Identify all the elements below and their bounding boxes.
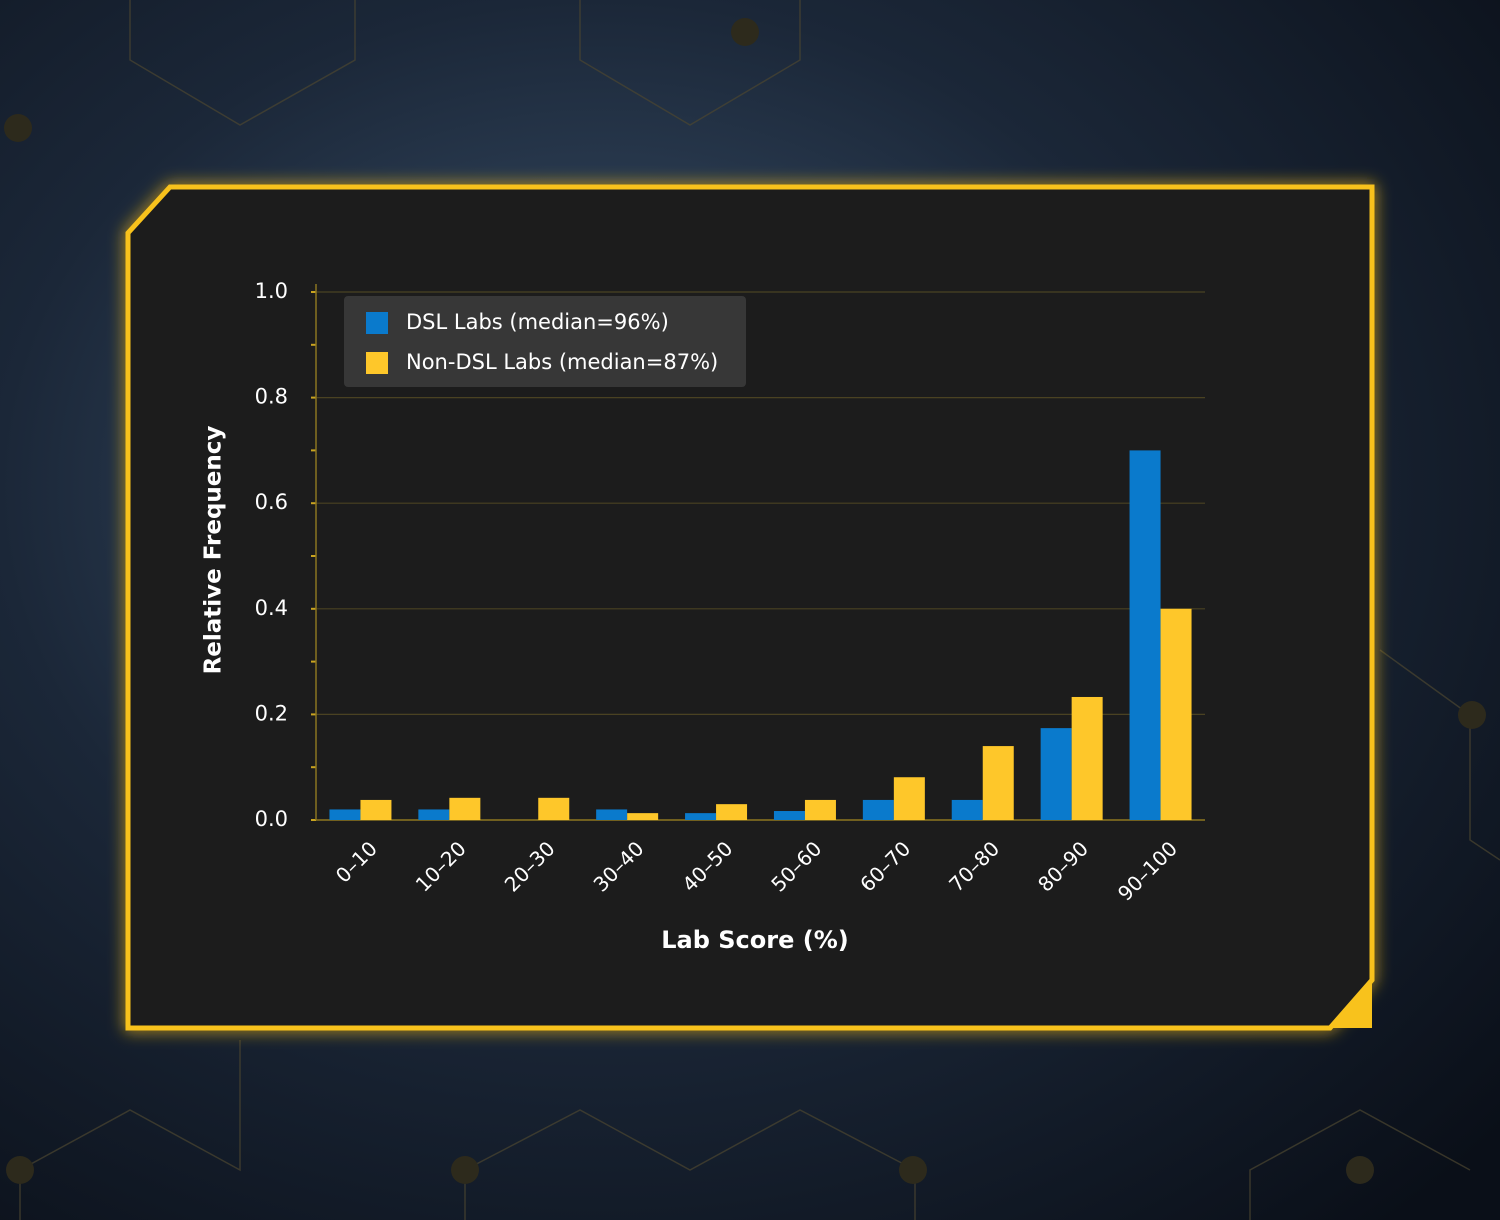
bar (1129, 450, 1161, 820)
legend-label: DSL Labs (median=96%) (406, 310, 669, 334)
frame-corner (1330, 980, 1372, 1028)
hex-nodes (4, 18, 1486, 1184)
bar (449, 797, 481, 820)
y-tick-label: 0.0 (255, 807, 288, 831)
y-tick-label: 0.8 (255, 385, 288, 409)
bar (360, 799, 392, 820)
bar (773, 811, 805, 820)
y-tick-label: 0.4 (255, 596, 288, 620)
bar (1040, 728, 1072, 820)
bar (1071, 696, 1103, 820)
legend-label: Non-DSL Labs (median=87%) (406, 350, 718, 374)
y-tick-label: 1.0 (255, 279, 288, 303)
bar (596, 809, 628, 820)
bar (893, 777, 925, 820)
bar (862, 799, 894, 820)
y-tick-label: 0.2 (255, 701, 288, 725)
bar (951, 799, 983, 820)
legend-swatch (366, 352, 388, 374)
bar (1160, 608, 1192, 820)
y-tick-label: 0.6 (255, 490, 288, 514)
legend-box (344, 296, 746, 387)
bar (627, 813, 659, 820)
bar (329, 809, 361, 820)
bar (804, 799, 836, 820)
panel-frame (125, 184, 1375, 1031)
y-axis-title: Relative Frequency (201, 426, 227, 675)
x-axis-title: Lab Score (%) (661, 926, 848, 954)
bar (716, 804, 748, 820)
bar (418, 809, 450, 820)
bar (685, 813, 717, 820)
bar (538, 797, 570, 820)
legend-swatch (366, 312, 388, 334)
bar (982, 746, 1014, 820)
hex-pattern (19, 0, 1500, 1220)
